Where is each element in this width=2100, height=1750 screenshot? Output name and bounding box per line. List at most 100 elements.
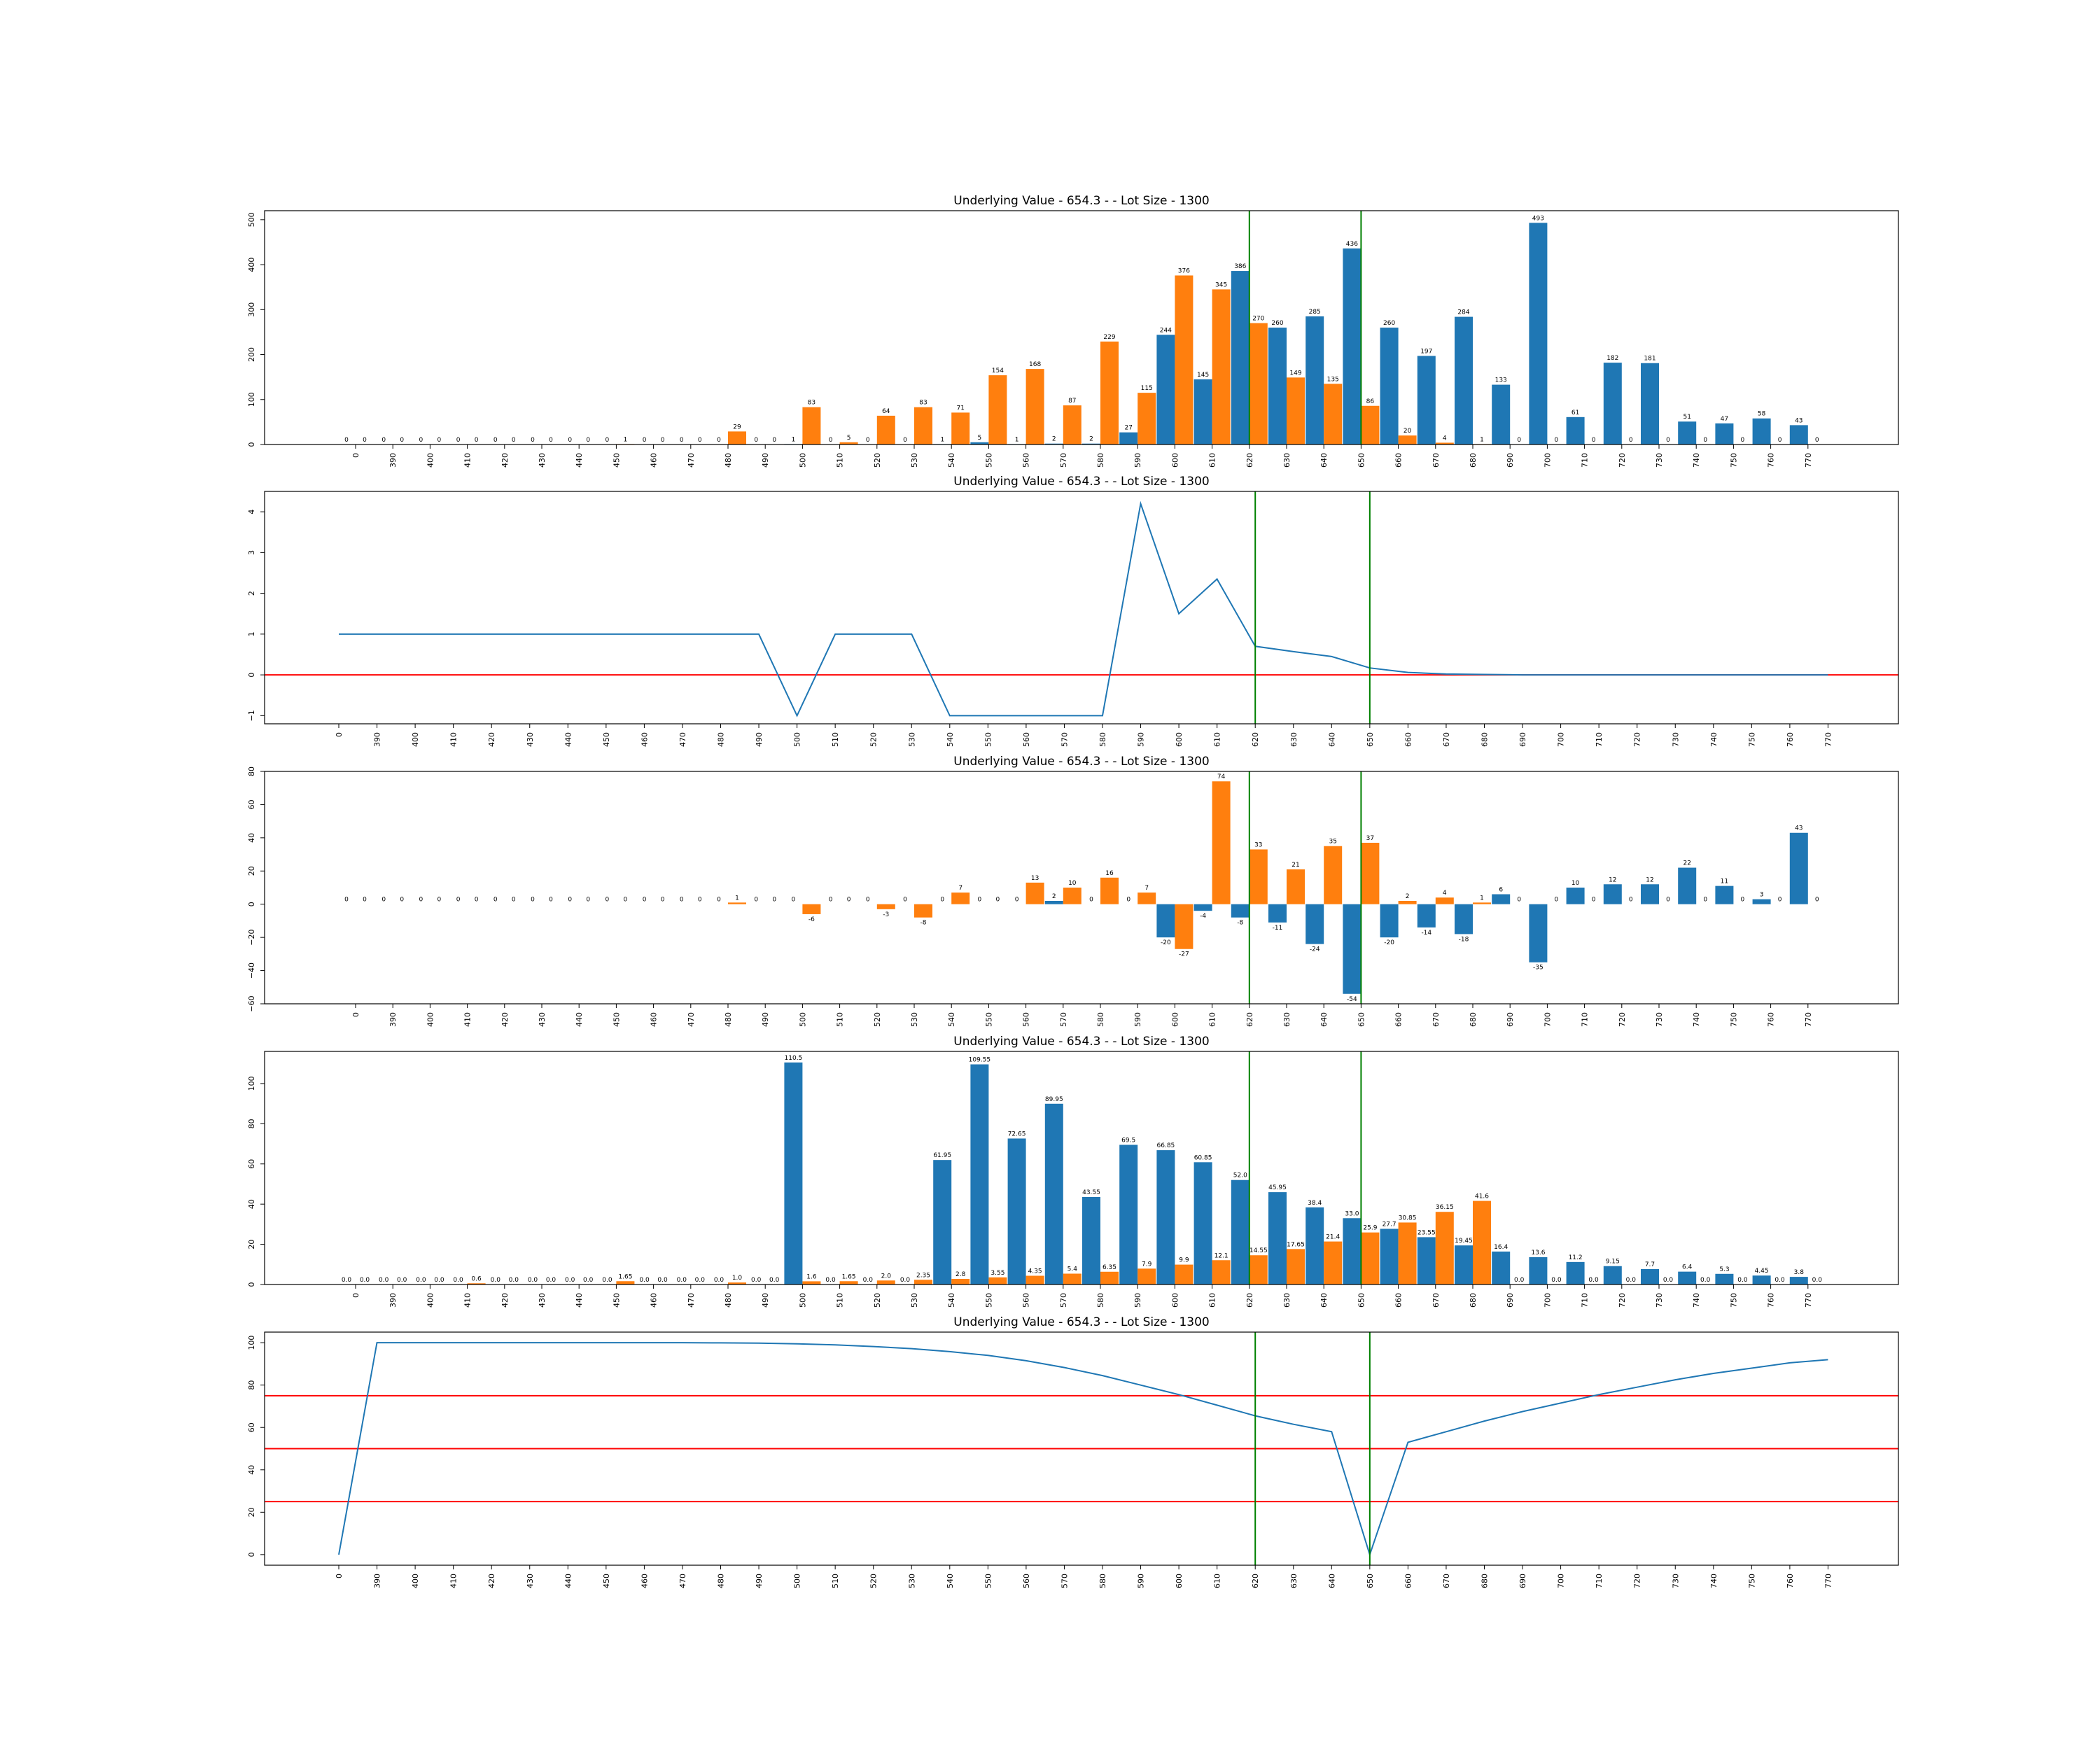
puts-bar bbox=[1212, 781, 1231, 904]
x-tick-label: 470 bbox=[678, 1574, 687, 1588]
puts-data-label: 0 bbox=[847, 897, 851, 904]
puts-data-label: 0 bbox=[1815, 437, 1819, 444]
calls-bar bbox=[1641, 363, 1659, 444]
puts-data-label: 41.6 bbox=[1475, 1194, 1489, 1200]
calls-data-label: 0.0 bbox=[342, 1277, 352, 1284]
calls-bar bbox=[1492, 1251, 1511, 1284]
puts-data-label: 0 bbox=[1592, 897, 1596, 904]
x-tick-label: 660 bbox=[1394, 1293, 1404, 1308]
puts-data-label: 0 bbox=[772, 437, 776, 444]
x-tick-label: 490 bbox=[761, 1012, 770, 1027]
calls-data-label: 43 bbox=[1795, 825, 1802, 832]
chart-title: Underlying Value - 654.3 - - Lot Size - … bbox=[953, 1035, 1209, 1049]
y-tick-label: 1 bbox=[247, 631, 256, 636]
puts-bar bbox=[988, 1277, 1007, 1284]
x-tick-label: 610 bbox=[1208, 1293, 1217, 1308]
x-tick-label: 480 bbox=[724, 1293, 733, 1308]
calls-data-label: 0 bbox=[680, 897, 684, 904]
puts-data-label: 0 bbox=[1517, 897, 1521, 904]
calls-data-label: 110.5 bbox=[785, 1055, 803, 1062]
calls-data-label: 72.65 bbox=[1008, 1130, 1026, 1138]
puts-data-label: 0 bbox=[661, 437, 665, 444]
puts-bar bbox=[1100, 1271, 1119, 1284]
calls-bar bbox=[1603, 884, 1622, 904]
puts-bar bbox=[1287, 377, 1305, 444]
calls-data-label: 5.3 bbox=[1719, 1266, 1729, 1273]
calls-data-label: 7.7 bbox=[1645, 1261, 1655, 1268]
y-tick-label: −40 bbox=[247, 962, 256, 979]
x-tick-label: 470 bbox=[687, 453, 696, 468]
calls-data-label: 0 bbox=[382, 437, 386, 444]
series-line bbox=[339, 500, 1828, 718]
puts-bar bbox=[1249, 1255, 1268, 1284]
puts-bar bbox=[1435, 1212, 1454, 1284]
axes-frame bbox=[264, 210, 1899, 445]
puts-data-label: 13 bbox=[1031, 875, 1039, 882]
puts-bar bbox=[1063, 888, 1082, 904]
axes-frame bbox=[264, 1051, 1899, 1285]
puts-bar bbox=[1100, 341, 1119, 444]
puts-data-label: 0.0 bbox=[1774, 1277, 1785, 1284]
y-tick-label: 2 bbox=[247, 591, 256, 596]
calls-data-label: 0.0 bbox=[677, 1277, 687, 1284]
x-tick-label: 740 bbox=[1692, 1012, 1701, 1027]
puts-data-label: 0 bbox=[1629, 437, 1633, 444]
calls-data-label: 38.4 bbox=[1308, 1200, 1322, 1207]
puts-data-label: 0.0 bbox=[1588, 1277, 1599, 1284]
x-tick-label: 640 bbox=[1320, 453, 1329, 468]
puts-data-label: 29 bbox=[733, 424, 741, 430]
calls-data-label: 0 bbox=[344, 897, 349, 904]
calls-data-label: 0.0 bbox=[416, 1277, 426, 1284]
x-tick-label: 640 bbox=[1327, 1574, 1336, 1588]
x-tick-label: 420 bbox=[500, 1293, 510, 1308]
puts-data-label: 1 bbox=[735, 895, 739, 902]
x-tick-label: 470 bbox=[678, 732, 687, 747]
x-tick-label: 730 bbox=[1671, 732, 1680, 747]
calls-data-label: 133 bbox=[1495, 377, 1507, 384]
x-tick-label: 720 bbox=[1618, 453, 1627, 468]
calls-data-label: 0.0 bbox=[900, 1277, 911, 1284]
calls-data-label: 69.5 bbox=[1121, 1137, 1135, 1144]
puts-data-label: 64 bbox=[882, 408, 890, 415]
puts-bar bbox=[839, 442, 858, 444]
x-tick-label: 530 bbox=[910, 1012, 919, 1027]
x-tick-label: 660 bbox=[1404, 1574, 1413, 1588]
calls-bar bbox=[1455, 316, 1473, 444]
puts-bar bbox=[1324, 1241, 1343, 1284]
calls-data-label: 12 bbox=[1609, 876, 1616, 883]
y-tick-label: 400 bbox=[247, 258, 256, 272]
x-tick-label: 540 bbox=[947, 1293, 956, 1308]
x-tick-label: 480 bbox=[724, 453, 733, 468]
y-tick-label: −1 bbox=[247, 710, 256, 721]
x-tick-label: 720 bbox=[1633, 1574, 1642, 1588]
calls-bar bbox=[1566, 416, 1585, 444]
calls-bar bbox=[1231, 1180, 1250, 1284]
puts-data-label: 0 bbox=[1815, 897, 1819, 904]
y-tick-label: 0 bbox=[247, 673, 256, 678]
puts-data-label: 0 bbox=[363, 437, 367, 444]
calls-data-label: 4.45 bbox=[1755, 1268, 1769, 1275]
puts-data-label: 0 bbox=[698, 897, 702, 904]
x-tick-label: 630 bbox=[1282, 1012, 1292, 1027]
calls-data-label: 0 bbox=[754, 897, 758, 904]
x-tick-label: 450 bbox=[612, 453, 621, 468]
puts-data-label: 0 bbox=[1629, 897, 1633, 904]
puts-bar bbox=[876, 415, 895, 444]
calls-data-label: 260 bbox=[1383, 320, 1395, 327]
x-tick-label: 690 bbox=[1518, 732, 1527, 747]
puts-data-label: 0 bbox=[1778, 437, 1782, 444]
x-tick-label: 650 bbox=[1357, 1293, 1366, 1308]
puts-bar bbox=[1138, 393, 1156, 444]
puts-data-label: 0 bbox=[996, 897, 1000, 904]
puts-bar bbox=[1212, 1260, 1231, 1284]
puts-data-label: 0.6 bbox=[471, 1275, 482, 1282]
x-tick-label: 620 bbox=[1245, 1012, 1254, 1027]
axes-frame bbox=[264, 491, 1899, 724]
puts-data-label: 376 bbox=[1178, 267, 1190, 274]
calls-bar bbox=[1119, 1144, 1138, 1284]
x-tick-label: 700 bbox=[1543, 1012, 1552, 1027]
y-tick-label: 4 bbox=[247, 510, 256, 514]
x-tick-label: 750 bbox=[1729, 453, 1738, 468]
x-tick-label: 710 bbox=[1581, 453, 1590, 468]
puts-bar bbox=[1026, 369, 1044, 444]
